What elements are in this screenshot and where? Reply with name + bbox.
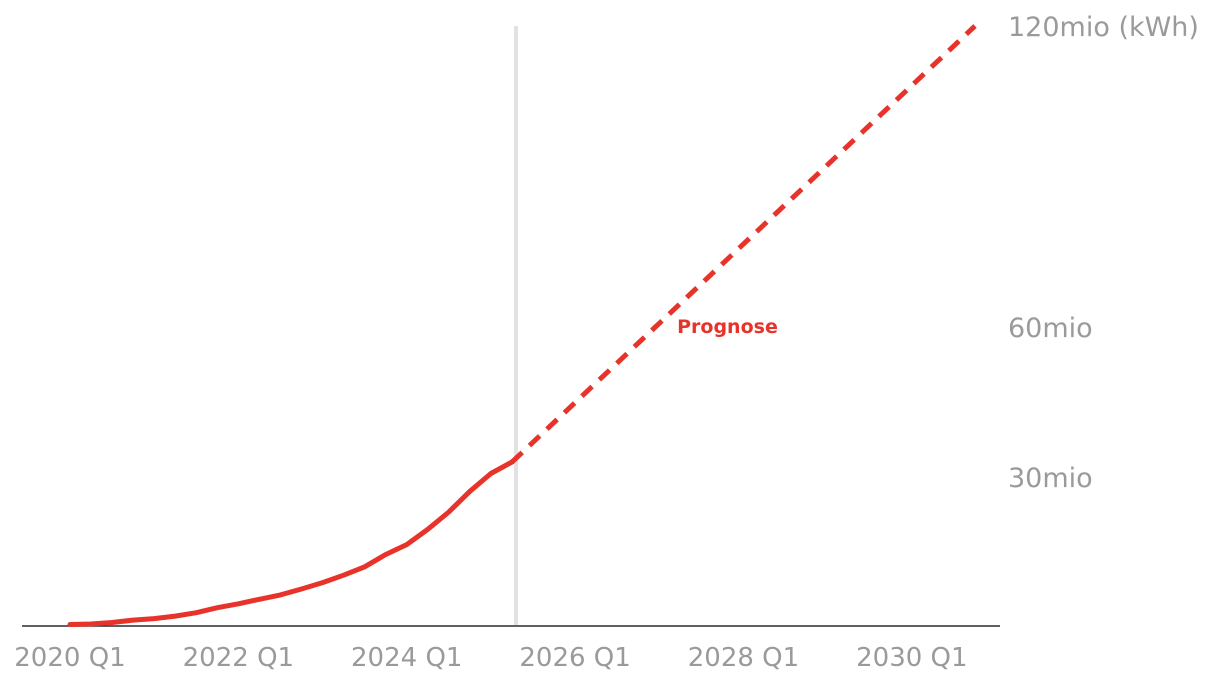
x-tick-label: 2030 Q1 [856,643,967,673]
x-tick-label: 2028 Q1 [688,643,799,673]
x-tick-label: 2022 Q1 [183,643,294,673]
forecast-series-line [510,24,977,464]
x-tick-label: 2024 Q1 [351,643,462,673]
y-tick-label: 30mio [1008,463,1093,494]
annotation-label: Prognose [677,316,778,338]
actual-series-line [67,459,515,627]
series-group [67,24,977,627]
x-tick-labels: 2020 Q1 2022 Q1 2024 Q1 2026 Q1 2028 Q1 2030 … [14,643,967,673]
y-tick-label: 60mio [1008,313,1093,344]
y-tick-labels: 30mio 60mio 120mio (kWh) [1008,12,1199,494]
annotations: Prognose [677,316,778,338]
x-tick-label: 2020 Q1 [14,643,125,673]
x-tick-label: 2026 Q1 [519,643,630,673]
y-tick-label: 120mio (kWh) [1008,12,1199,43]
